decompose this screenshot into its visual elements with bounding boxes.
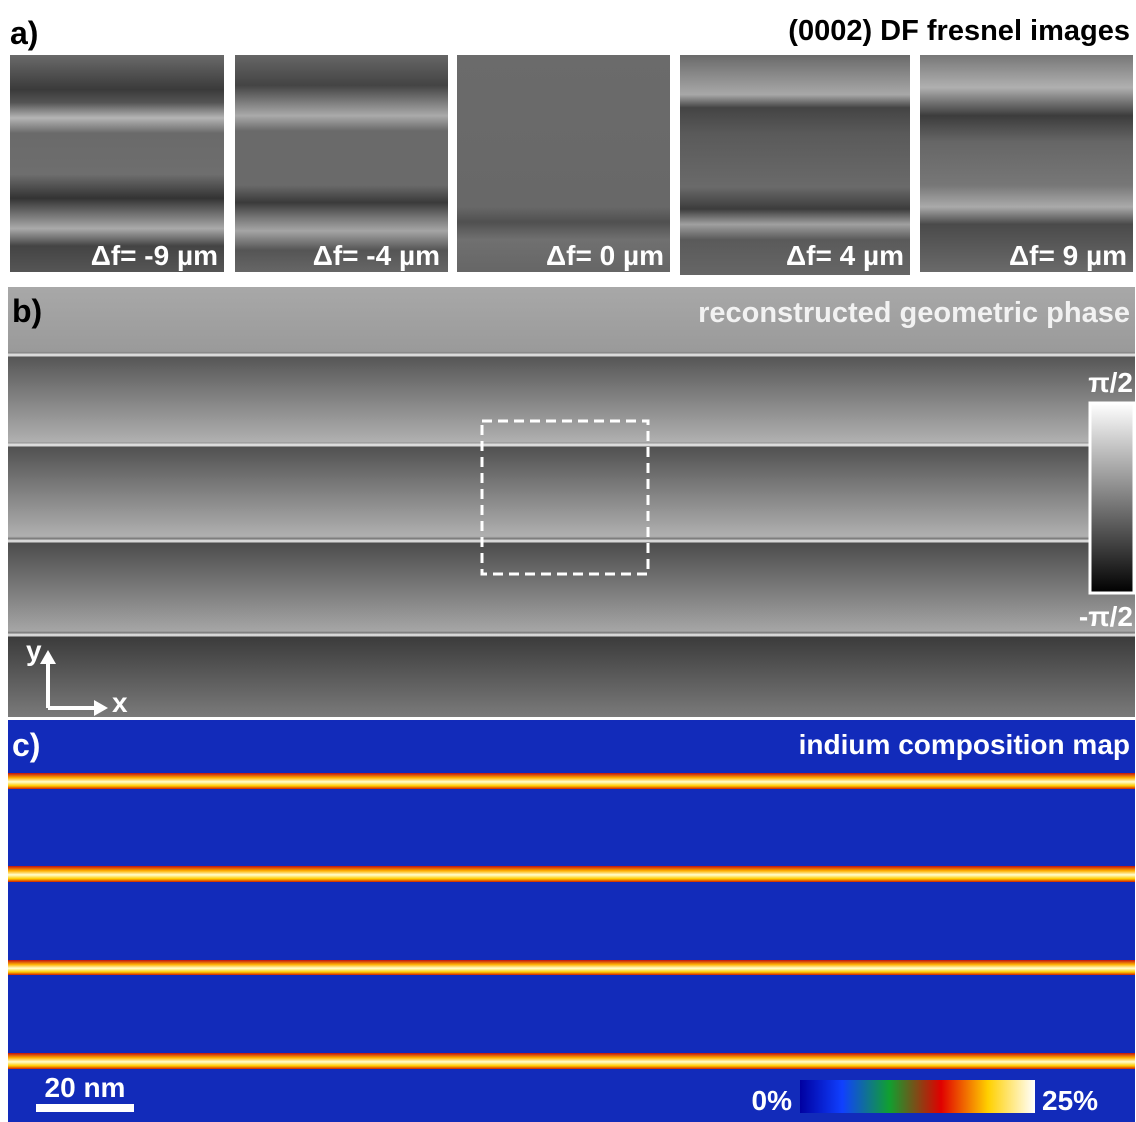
colorbar-max: π/2 bbox=[1088, 367, 1133, 398]
panel-title: reconstructed geometric phase bbox=[698, 297, 1130, 329]
region-box bbox=[480, 419, 650, 576]
colorbar-max: 25% bbox=[1042, 1085, 1098, 1116]
fresnel-image bbox=[10, 55, 224, 272]
scale-bar bbox=[36, 1104, 134, 1112]
quantum-well bbox=[8, 866, 1135, 882]
fresnel-image bbox=[235, 55, 448, 272]
fresnel-image bbox=[680, 55, 910, 275]
phase-image bbox=[8, 287, 1135, 717]
colorbar-min: -π/2 bbox=[1079, 601, 1133, 632]
defocus-label: Δf= 0 µm bbox=[546, 240, 664, 271]
axis-label: y bbox=[26, 635, 42, 666]
quantum-well bbox=[8, 773, 1135, 789]
fresnel-image bbox=[457, 55, 670, 272]
defocus-label: Δf= -4 µm bbox=[313, 240, 440, 271]
scale-bar-label: 20 nm bbox=[45, 1072, 126, 1103]
panel-title: (0002) DF fresnel images bbox=[788, 15, 1130, 47]
colorbar bbox=[800, 1080, 1035, 1113]
panel-label: a) bbox=[10, 15, 38, 51]
interface-lines bbox=[8, 353, 1135, 637]
defocus-label: Δf= 4 µm bbox=[786, 240, 904, 271]
colorbar-min: 0% bbox=[752, 1085, 793, 1116]
panel-title: indium composition map bbox=[799, 729, 1130, 760]
quantum-well bbox=[8, 960, 1135, 975]
colorbar bbox=[1088, 401, 1136, 595]
defocus-label: Δf= -9 µm bbox=[91, 240, 218, 271]
panel-label: b) bbox=[12, 293, 42, 329]
quantum-well bbox=[8, 1053, 1135, 1069]
axis-label: x bbox=[112, 687, 128, 718]
defocus-label: Δf= 9 µm bbox=[1009, 240, 1127, 271]
axis-arrows bbox=[40, 650, 108, 716]
panel-label: c) bbox=[12, 727, 40, 763]
fresnel-image bbox=[920, 55, 1133, 272]
